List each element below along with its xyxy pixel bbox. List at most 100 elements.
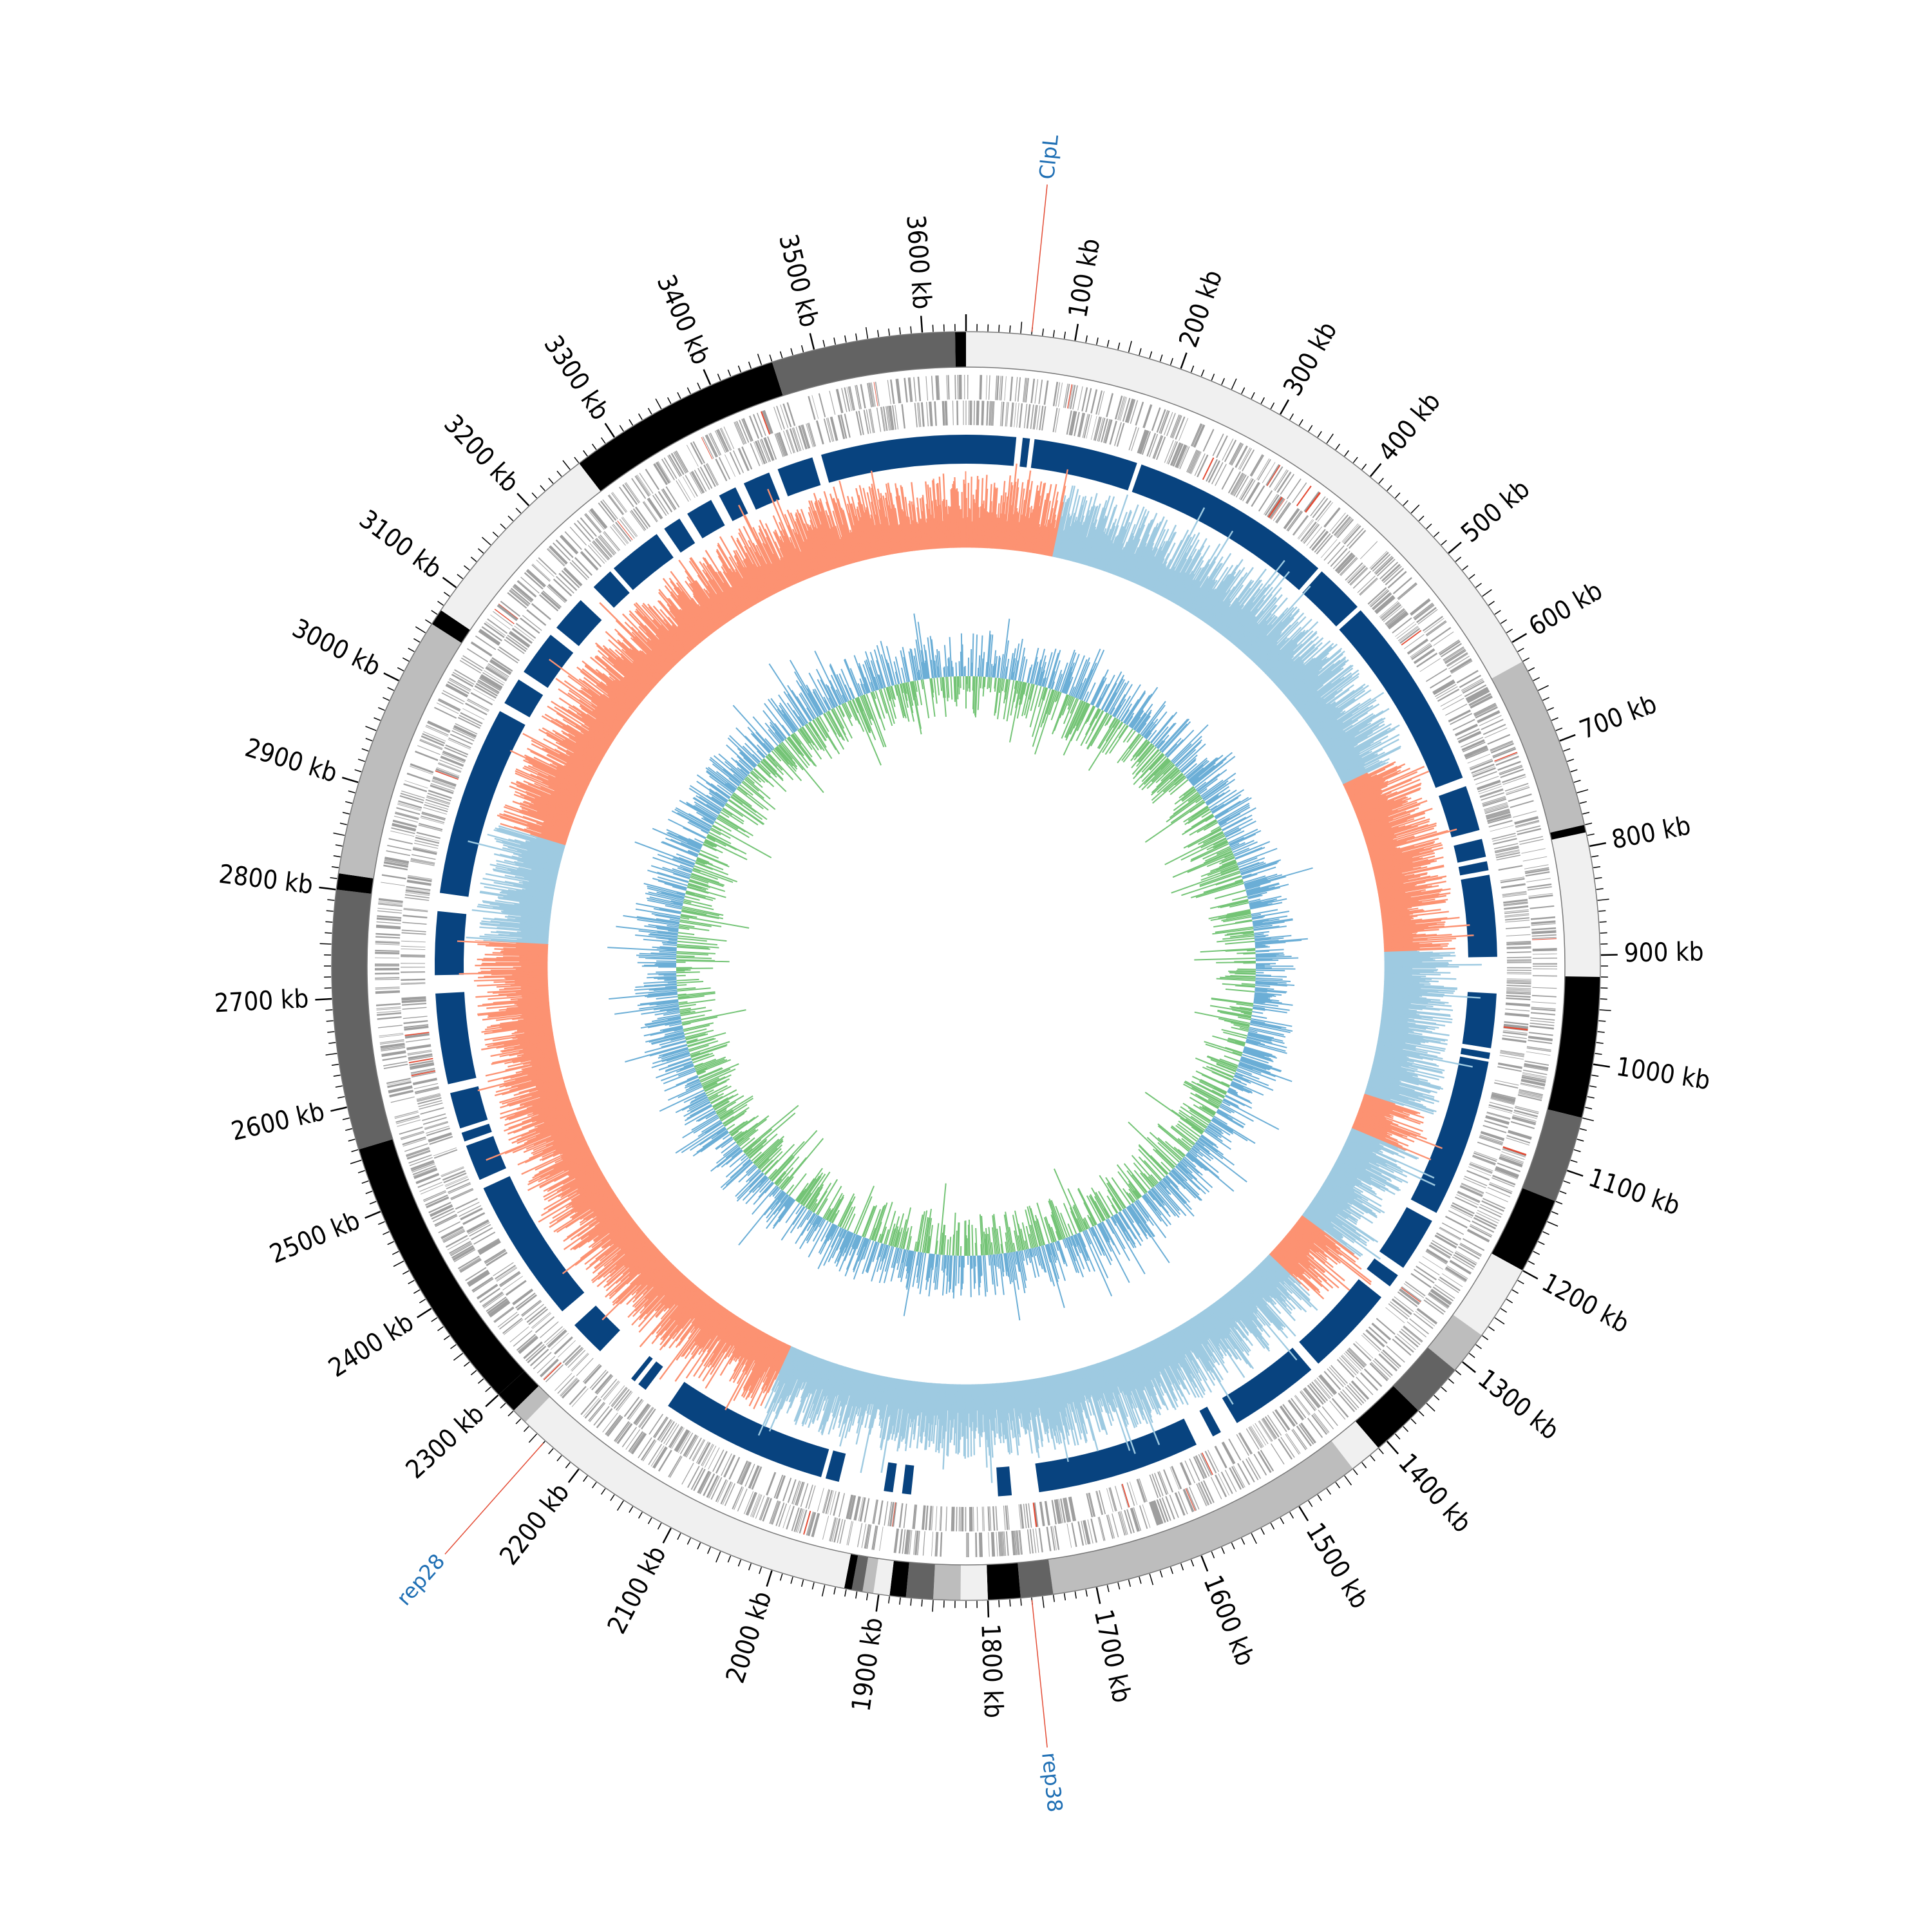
tick-label: 3000 kb	[288, 613, 386, 682]
tick-mark	[610, 1494, 615, 1501]
tick-mark	[1593, 1063, 1610, 1068]
synteny-block	[719, 487, 748, 522]
tick-mark	[1200, 1555, 1209, 1572]
tick-mark	[1387, 485, 1392, 491]
tick-mark	[583, 1475, 588, 1482]
tick-label: 1300 kb	[1472, 1364, 1564, 1446]
synteny-block	[1461, 875, 1497, 958]
tick-mark	[677, 392, 681, 399]
synteny-block	[1454, 838, 1486, 863]
tick-mark	[477, 1378, 484, 1384]
synteny-block	[1462, 992, 1497, 1048]
tick-mark	[1585, 1106, 1593, 1110]
synteny-block	[1379, 1207, 1432, 1268]
tick-mark	[811, 1582, 815, 1590]
tick-mark	[1280, 399, 1289, 415]
tick-mark	[1251, 1533, 1257, 1544]
tick-mark	[1585, 822, 1593, 826]
tick-mark	[1394, 492, 1401, 498]
tick-mark	[629, 1506, 634, 1513]
tick-label: 2900 kb	[242, 733, 341, 788]
tick-mark	[1074, 1591, 1077, 1599]
karyotype-segment	[1491, 661, 1585, 833]
karyotype-segment	[440, 463, 601, 630]
tick-mark	[1298, 419, 1303, 426]
synteny-block	[902, 1464, 914, 1495]
tick-mark	[1551, 1211, 1558, 1215]
tick-mark	[351, 1149, 359, 1153]
tick-mark	[335, 1085, 343, 1088]
tick-mark	[1595, 1052, 1602, 1055]
tick-mark	[383, 672, 399, 682]
tick-mark	[822, 339, 826, 347]
tick-mark	[556, 470, 562, 477]
tick-mark	[619, 424, 624, 432]
tick-mark	[342, 1117, 350, 1121]
synteny-block	[556, 600, 602, 647]
tick-mark	[523, 1426, 529, 1432]
tick-mark	[1352, 457, 1358, 464]
tick-mark	[1589, 1085, 1597, 1088]
tick-mark	[333, 1074, 341, 1077]
tick-mark	[662, 1528, 672, 1544]
karyotype-ring	[331, 331, 1601, 1601]
synteny-block	[1460, 1048, 1490, 1059]
tick-mark	[1280, 1517, 1285, 1524]
synteny-block	[825, 1450, 846, 1482]
tick-mark	[374, 717, 381, 721]
tick-mark	[1221, 378, 1225, 385]
tick-mark	[1538, 1241, 1545, 1245]
tick-mark	[875, 1595, 880, 1612]
tick-label: 1100 kb	[1585, 1163, 1684, 1222]
synteny-block	[1222, 1347, 1312, 1423]
tick-label: 2200 kb	[494, 1478, 575, 1571]
tick-mark	[464, 1361, 470, 1367]
tick-mark	[345, 800, 353, 804]
synteny-block	[435, 992, 477, 1084]
tick-mark	[1591, 1074, 1599, 1077]
tick-mark	[1579, 1128, 1587, 1132]
tick-mark	[1577, 789, 1589, 793]
tick-mark	[1567, 759, 1575, 762]
tick-label: 3500 kb	[773, 231, 824, 330]
karyotype-segment	[955, 331, 966, 368]
tick-mark	[383, 697, 390, 701]
karyotype-segment	[1018, 1559, 1054, 1598]
tick-mark	[1200, 369, 1205, 377]
synteny-block	[466, 1136, 506, 1180]
tick-mark	[800, 1579, 804, 1587]
tick-mark	[920, 316, 923, 333]
tick-label: 2300 kb	[401, 1399, 490, 1484]
tick-mark	[715, 1551, 721, 1563]
karyotype-segment	[579, 362, 783, 491]
tick-mark	[1517, 1280, 1524, 1285]
tick-mark	[1593, 866, 1601, 869]
karyotype-segment	[1331, 1421, 1379, 1469]
karyotype-segment	[889, 1560, 909, 1598]
tick-mark	[833, 1587, 836, 1595]
tick-mark	[1378, 1448, 1384, 1455]
tick-mark	[844, 1589, 847, 1597]
tick-mark	[1591, 855, 1599, 858]
karyotype-segment	[933, 1564, 961, 1600]
tick-mark	[1394, 1434, 1401, 1440]
tick-mark	[482, 536, 491, 545]
tick-mark	[1361, 464, 1367, 470]
tick-mark	[1555, 727, 1563, 732]
tick-mark	[342, 811, 350, 815]
tick-label: 2500 kb	[266, 1206, 365, 1269]
tick-mark	[431, 1317, 438, 1322]
tick-mark	[378, 707, 385, 711]
tick-mark	[500, 1403, 506, 1409]
tick-mark	[616, 1500, 624, 1511]
tick-mark	[1211, 1551, 1215, 1558]
tick-mark	[1426, 1403, 1435, 1412]
tick-mark	[341, 777, 359, 783]
synteny-block	[613, 534, 674, 591]
tick-mark	[1475, 583, 1482, 588]
tick-mark	[638, 413, 643, 421]
tick-label: 1000 kb	[1614, 1052, 1712, 1095]
tick-mark	[1117, 342, 1121, 350]
tick-mark	[1139, 1577, 1142, 1584]
tick-label: 2600 kb	[229, 1097, 327, 1147]
